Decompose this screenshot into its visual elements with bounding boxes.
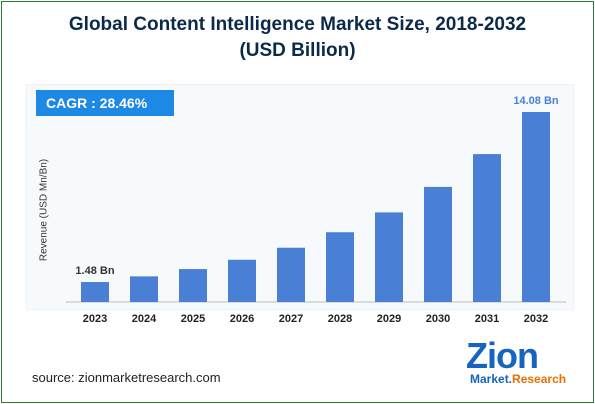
- x-tick-label-2032: 2032: [524, 313, 548, 325]
- logo-subtitle: Market.Research: [470, 372, 566, 386]
- logo-subtitle-market: Market.: [470, 372, 513, 386]
- x-tick-label-2025: 2025: [181, 313, 205, 325]
- x-tick-label-2029: 2029: [377, 313, 401, 325]
- logo-subtitle-research: Research: [512, 372, 567, 386]
- bar-2025: [179, 269, 207, 302]
- x-tick-label-2030: 2030: [426, 313, 450, 325]
- x-tick-label-2023: 2023: [83, 313, 107, 325]
- data-label-2032: 14.08 Bn: [513, 95, 559, 107]
- chart-subtitle: (USD Billion): [239, 40, 356, 61]
- source-text: source: zionmarketresearch.com: [32, 370, 221, 385]
- bar-2030: [424, 186, 452, 302]
- chart-title: Global Content Intelligence Market Size,…: [68, 14, 527, 35]
- bar-2027: [277, 247, 305, 302]
- x-tick-label-2027: 2027: [279, 313, 303, 325]
- cagr-badge: CAGR : 28.46%: [36, 90, 174, 116]
- zion-logo: Zion Market.Research: [466, 338, 570, 390]
- chart-title-block: Global Content Intelligence Market Size,…: [0, 12, 595, 64]
- bar-2028: [326, 232, 354, 302]
- bar-2029: [375, 212, 403, 302]
- x-tick-label-2026: 2026: [230, 313, 254, 325]
- bar-2024: [130, 276, 158, 302]
- x-tick-label-2024: 2024: [132, 313, 157, 325]
- logo-word: Zion: [466, 335, 539, 376]
- data-label-2023: 1.48 Bn: [75, 265, 114, 277]
- x-tick-label-2028: 2028: [328, 313, 352, 325]
- x-tick-label-2031: 2031: [475, 313, 499, 325]
- bar-2031: [473, 154, 501, 302]
- bar-2023: [81, 282, 109, 302]
- bar-2032: [522, 112, 550, 302]
- bar-2026: [228, 259, 256, 302]
